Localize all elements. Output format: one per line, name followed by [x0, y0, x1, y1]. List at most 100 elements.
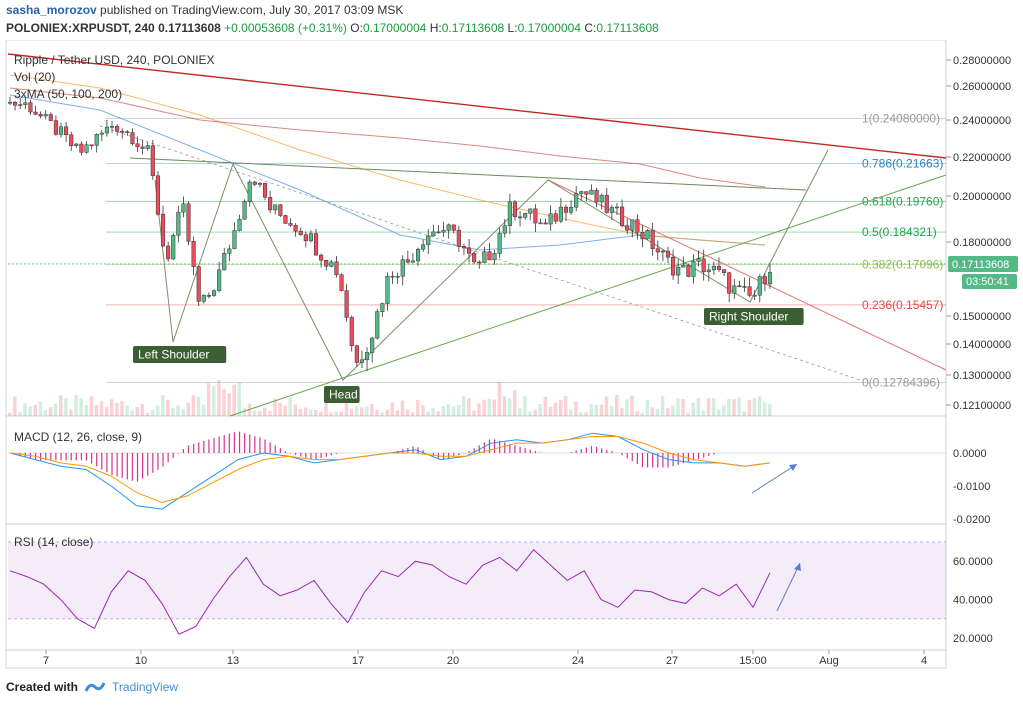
volume-bar — [472, 410, 476, 416]
volume-bar — [18, 411, 22, 416]
candle-down — [339, 274, 344, 291]
volume-bar — [339, 411, 344, 416]
candle-down — [313, 233, 319, 256]
published-text: published on TradingView.com, July 30, 2… — [100, 3, 404, 17]
candle-up — [441, 230, 446, 233]
candle-down — [671, 256, 676, 276]
time-tick-label: 7 — [43, 655, 49, 667]
last-price-label: 0.17113608 — [952, 259, 1009, 271]
candle-up — [380, 303, 385, 312]
fib-level-label: 0.236(0.15457) — [862, 298, 943, 312]
volume-bar — [671, 405, 675, 416]
candle-up — [757, 276, 762, 296]
volume-bar — [686, 412, 690, 416]
candle-up — [201, 295, 206, 302]
candle-down — [354, 345, 359, 363]
volume-bar — [604, 396, 609, 416]
volume-bar — [594, 404, 599, 416]
candle-down — [303, 234, 308, 242]
volume-bar — [441, 406, 446, 416]
rsi-line — [9, 548, 771, 635]
candle-up — [589, 189, 594, 195]
volume-bar — [135, 407, 140, 416]
candle-up — [645, 230, 650, 240]
candle-up — [385, 275, 390, 304]
signal-line — [9, 436, 771, 504]
volume-bar — [186, 402, 191, 416]
volume-bar — [512, 390, 517, 416]
candle-down — [737, 285, 742, 288]
candle-down — [604, 194, 609, 213]
volume-bar — [543, 396, 548, 416]
volume-bar — [416, 399, 420, 416]
candle-up — [171, 234, 176, 260]
volume-bar — [69, 409, 73, 416]
volume-bar — [405, 409, 410, 416]
volume-bar — [150, 410, 155, 416]
chart-canvas[interactable]: 1(0.24080000) 0.786(0.21663) 0.618(0.19760… — [0, 40, 1023, 675]
volume-bar — [161, 395, 165, 416]
candle-down — [135, 143, 140, 148]
macd-tick-label: 0.0000 — [953, 448, 987, 460]
candle-down — [640, 232, 645, 240]
volume-bar — [13, 396, 17, 416]
candle-down — [69, 134, 74, 146]
pattern-outline — [154, 149, 829, 381]
candle-up — [395, 275, 400, 278]
descending-trendline — [547, 179, 947, 371]
volume-bar — [757, 396, 762, 416]
volume-bar — [762, 402, 767, 416]
volume-bar — [696, 398, 701, 416]
candle-down — [120, 131, 125, 133]
candle-down — [625, 225, 630, 231]
right-shoulder-label: Right Shoulder — [709, 310, 788, 324]
legend-rsi: RSI (14, close) — [14, 535, 93, 549]
candle-up — [609, 207, 614, 213]
volume-bar — [166, 399, 170, 416]
candle-down — [293, 225, 298, 232]
volume-bar — [38, 401, 43, 416]
volume-bar — [375, 409, 379, 416]
volume-bar — [691, 402, 695, 416]
price-tick-label: 0.15000000 — [953, 311, 1011, 323]
time-tick-label: 10 — [135, 655, 147, 667]
time-axis[interactable]: 7 10 13 17 20 24 27 15:00 Aug 4 — [43, 650, 927, 667]
time-tick-label: 17 — [352, 655, 364, 667]
candle-up — [181, 203, 186, 213]
candle-up — [426, 235, 431, 246]
volume-bar — [365, 406, 369, 416]
volume-bar — [400, 400, 405, 416]
candle-up — [421, 244, 426, 250]
candle-down — [115, 126, 120, 132]
tradingview-link[interactable]: TradingView — [112, 680, 179, 694]
volume-bar — [523, 396, 527, 416]
candle-down — [461, 246, 467, 249]
volume-bar — [436, 411, 440, 416]
close-value: 0.17113608 — [596, 21, 659, 35]
candle-down — [252, 181, 257, 185]
volume-bar — [334, 411, 338, 416]
head-label-bg — [324, 386, 360, 403]
volume-bar — [752, 397, 757, 416]
candle-up — [104, 126, 109, 134]
candle-down — [665, 250, 671, 258]
candle-up — [482, 251, 487, 263]
grid — [6, 40, 947, 668]
volume-bar — [528, 411, 532, 416]
time-tick-label: 27 — [666, 655, 678, 667]
volume-bar — [242, 407, 247, 416]
volume-bar — [538, 404, 542, 416]
volume-bar — [155, 405, 160, 416]
author-link[interactable]: sasha_morozov — [6, 3, 97, 17]
candle-down — [456, 230, 461, 247]
volume-bar — [99, 401, 104, 416]
candle-up — [242, 201, 247, 220]
price-axis[interactable]: 0.28000000 0.26000000 0.24000000 0.22000000… — [946, 55, 1018, 645]
candle-down — [436, 231, 441, 234]
candle-up — [492, 253, 497, 261]
rsi-arrow-head — [794, 563, 801, 571]
candle-down — [349, 317, 354, 346]
candle-up — [497, 232, 502, 254]
volume-bar — [390, 402, 395, 416]
volume-bar — [196, 396, 201, 416]
